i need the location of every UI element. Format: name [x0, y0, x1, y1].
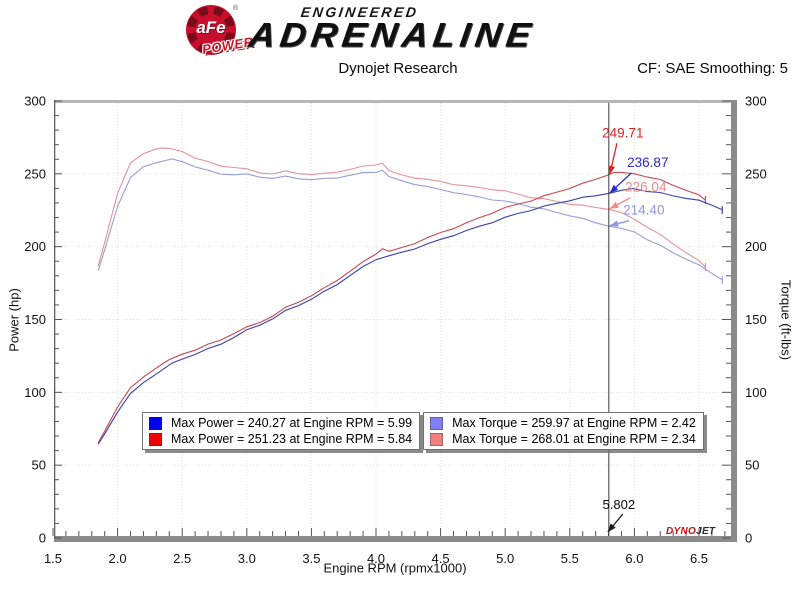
x-tick-label: 1.5: [44, 551, 62, 566]
x-tick-label: 3.5: [302, 551, 320, 566]
y-tick-label-left: 250: [24, 166, 46, 181]
y-tick-label-right: 0: [745, 531, 752, 546]
y-tick-label-left: 100: [24, 385, 46, 400]
callout-236.87: 236.87: [627, 155, 668, 170]
callout-249.71: 249.71: [602, 125, 643, 140]
cursor-arrow-head: [607, 523, 616, 532]
x-tick-label: 5.5: [561, 551, 579, 566]
y-axis-label-power: Power (hp): [6, 288, 22, 352]
x-tick-label: 6.5: [690, 551, 708, 566]
y-tick-label-right: 100: [745, 385, 767, 400]
chart-title: Dynojet Research: [338, 60, 458, 77]
x-tick-label: 3.0: [238, 551, 256, 566]
legend-text: Max Power = 251.23 at Engine RPM = 5.84: [171, 432, 413, 446]
y-tick-label-left: 300: [24, 94, 46, 109]
legend-swatch-icon: [430, 416, 444, 430]
callout-226.04: 226.04: [625, 180, 667, 195]
smoothing-label: CF: SAE Smoothing: 5: [637, 60, 788, 77]
y-axis-label-torque: Torque (ft-lbs): [778, 279, 794, 361]
callout-arrow-1-head: [609, 184, 619, 193]
afe-power-logo: aFe ® POWER: [181, 3, 254, 58]
y-tick-label-left: 0: [39, 531, 46, 546]
callout-arrow-2-head: [609, 201, 619, 209]
callout-214.40: 214.40: [623, 203, 664, 218]
x-tick-label: 4.5: [432, 551, 450, 566]
legend-box-power: Max Power = 240.27 at Engine RPM = 5.99 M…: [142, 412, 421, 450]
legend-text: Max Power = 240.27 at Engine RPM = 5.99: [171, 416, 413, 430]
callout-arrow-3-head: [609, 220, 619, 227]
registered-mark: ®: [233, 5, 239, 12]
callout-arrow-0-head: [608, 165, 615, 175]
cursor-value-label: 5.802: [603, 497, 636, 512]
legend-row: Max Power = 251.23 at Engine RPM = 5.84: [147, 431, 412, 447]
curve-torque-stock: [97, 158, 723, 281]
x-tick-label: 6.0: [625, 551, 643, 566]
dynojet-watermark-dyno: DYNO: [666, 526, 697, 537]
legend-swatch-icon: [430, 432, 444, 446]
legend-text: Max Torque = 259.97 at Engine RPM = 2.42: [452, 416, 696, 430]
x-axis-label: Engine RPM (rpmx1000): [323, 560, 467, 576]
legend-text: Max Torque = 268.01 at Engine RPM = 2.34: [452, 432, 696, 446]
legend-swatch-icon: [149, 416, 162, 430]
plot-border-bottom: [54, 536, 737, 542]
x-tick-label: 5.0: [496, 551, 514, 566]
curve-power-stock: [97, 187, 723, 445]
dynojet-watermark-jet: JET: [696, 526, 716, 537]
header: aFe ® POWER ENGINEERED ADRENALINE: [0, 0, 800, 58]
afe-logo-text: aFe: [196, 18, 226, 37]
x-tick-label: 4.0: [367, 551, 385, 566]
legend-row: Max Torque = 259.97 at Engine RPM = 2.42: [428, 415, 696, 431]
y-tick-label-left: 200: [24, 239, 46, 254]
legend: Max Power = 240.27 at Engine RPM = 5.99 M…: [142, 412, 704, 450]
y-tick-label-right: 150: [745, 312, 767, 327]
dynojet-watermark: DYNOJET: [666, 526, 715, 537]
curve-power-afe: [97, 171, 706, 443]
y-tick-label-left: 50: [32, 458, 46, 473]
y-tick-label-left: 150: [24, 312, 46, 327]
legend-box-torque: Max Torque = 259.97 at Engine RPM = 2.42…: [423, 412, 704, 450]
curve-torque-afe: [97, 147, 706, 268]
y-tick-label-right: 250: [745, 166, 767, 181]
x-tick-label: 2.5: [173, 551, 191, 566]
legend-row: Max Torque = 268.01 at Engine RPM = 2.34: [428, 431, 696, 447]
y-tick-label-right: 50: [745, 458, 759, 473]
plot-border-top: [54, 100, 737, 103]
legend-swatch-icon: [149, 432, 162, 446]
y-tick-label-right: 300: [745, 94, 767, 109]
plot-border-right: [731, 100, 737, 542]
legend-row: Max Power = 240.27 at Engine RPM = 5.99: [147, 415, 412, 431]
x-tick-label: 2.0: [109, 551, 127, 566]
y-tick-label-right: 200: [745, 239, 767, 254]
afe-aperture-icon: [186, 5, 236, 55]
